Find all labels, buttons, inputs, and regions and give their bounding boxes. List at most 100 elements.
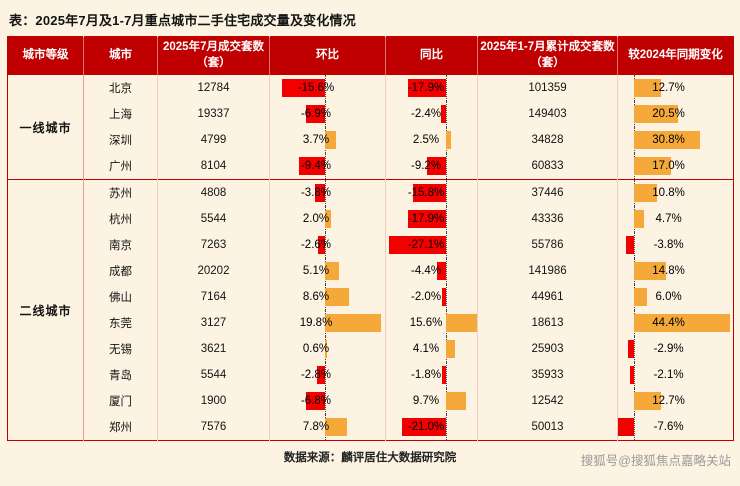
- zero-baseline: [446, 206, 448, 232]
- yoy-bar-cell: -9.2%: [385, 153, 478, 180]
- yoy-bar-cell: 9.7%: [385, 388, 478, 414]
- mom-bar-cell: 5.1%: [269, 258, 386, 284]
- bar-value-label: 2.0%: [302, 213, 330, 225]
- negative-bar: [442, 366, 447, 384]
- bar-value-label: -17.9%: [407, 213, 445, 225]
- city-label: 广州: [83, 153, 158, 180]
- positive-bar: [446, 314, 477, 332]
- mom-bar-cell: -6.9%: [269, 101, 386, 127]
- bar-value-label: -3.8%: [300, 187, 332, 199]
- vs2024-bar-cell: 12.7%: [618, 388, 734, 414]
- positive-bar: [325, 418, 348, 436]
- bar-value-label: -6.8%: [300, 395, 332, 407]
- table-row: 厦门 1900 -6.8% 9.7% 12542 12.7%: [8, 388, 734, 414]
- bar-value-label: 12.7%: [652, 82, 685, 94]
- city-label: 成都: [83, 258, 158, 284]
- mom-bar-cell: 2.0%: [269, 206, 386, 232]
- zero-baseline: [325, 362, 327, 388]
- bar-value-label: -15.8%: [407, 187, 445, 199]
- bar-value-label: -2.8%: [300, 369, 332, 381]
- zero-baseline: [634, 336, 636, 362]
- bar-value-label: -2.1%: [653, 369, 684, 381]
- bar-value-label: -2.4%: [411, 108, 442, 120]
- header-vs-2024: 较2024年同期变化: [617, 36, 734, 75]
- table-row: 深圳 4799 3.7% 2.5% 34828 30.8%: [8, 127, 734, 153]
- cum-sales-value: 55786: [477, 232, 618, 258]
- table-row: 南京 7263 -2.6% -27.1% 55786 -3.8%: [8, 232, 734, 258]
- negative-bar: [408, 210, 447, 228]
- city-label: 苏州: [83, 179, 158, 206]
- table-row: 成都 20202 5.1% -4.4% 141986 14.8%: [8, 258, 734, 284]
- cum-sales-value: 37446: [477, 179, 618, 206]
- positive-bar: [634, 210, 645, 228]
- bar-value-label: 9.7%: [412, 395, 440, 407]
- cum-sales-value: 35933: [477, 362, 618, 388]
- vs2024-bar-cell: 30.8%: [618, 127, 734, 153]
- vs2024-bar-cell: 4.7%: [618, 206, 734, 232]
- header-city-tier: 城市等级: [7, 36, 84, 75]
- mom-bar-cell: 19.8%: [269, 310, 386, 336]
- cum-sales-value: 141986: [477, 258, 618, 284]
- bar-value-label: 8.6%: [302, 291, 330, 303]
- jul-sales-value: 3127: [157, 310, 270, 336]
- table-row: 一线城市 北京 12784 -15.6% -17.9% 101359 12.7%: [7, 75, 734, 180]
- mom-bar-cell: 3.7%: [269, 127, 386, 153]
- bar-value-label: 19.8%: [299, 317, 333, 329]
- negative-bar: [441, 105, 447, 123]
- negative-bar: [627, 340, 635, 358]
- negative-bar: [625, 236, 635, 254]
- header-cum-sales: 2025年1-7月累计成交套数（套）: [477, 36, 618, 75]
- table-body: 一线城市 北京 12784 -15.6% -17.9% 101359 12.7% 上海 1933…: [7, 75, 734, 441]
- city-label: 杭州: [83, 206, 158, 232]
- watermark: 搜狐号@搜狐焦点嘉略关站: [580, 454, 731, 468]
- yoy-bar-cell: -2.4%: [385, 101, 478, 127]
- city-label: 佛山: [83, 284, 158, 310]
- bar-value-label: 17.0%: [652, 160, 685, 172]
- jul-sales-value: 4799: [157, 127, 270, 153]
- positive-bar: [634, 288, 647, 306]
- table-row: 二线城市 苏州 4808 -3.8% -15.8% 37446 10.8%: [7, 179, 734, 441]
- cum-sales-value: 34828: [477, 127, 618, 153]
- bar-value-label: 0.6%: [302, 343, 330, 355]
- zero-baseline: [634, 414, 636, 440]
- zero-baseline: [325, 232, 327, 258]
- bar-value-label: 20.5%: [652, 108, 685, 120]
- jul-sales-value: 4808: [157, 179, 270, 206]
- yoy-bar-cell: -17.9%: [385, 206, 478, 232]
- positive-bar: [634, 157, 671, 175]
- positive-bar: [325, 340, 327, 358]
- header-mom: 环比: [269, 36, 386, 75]
- bar-value-label: 14.8%: [652, 265, 685, 277]
- negative-bar: [314, 184, 326, 202]
- yoy-bar-cell: -17.9%: [385, 75, 478, 101]
- positive-bar: [634, 262, 666, 280]
- bar-value-label: 6.0%: [655, 291, 682, 303]
- zero-baseline: [446, 75, 448, 101]
- jul-sales-value: 7164: [157, 284, 270, 310]
- negative-bar: [436, 262, 447, 280]
- cum-sales-value: 12542: [477, 388, 618, 414]
- positive-bar: [634, 314, 730, 332]
- vs2024-bar-cell: 12.7%: [618, 75, 734, 101]
- negative-bar: [441, 288, 447, 306]
- zero-baseline: [325, 180, 327, 206]
- zero-baseline: [325, 75, 327, 101]
- positive-bar: [325, 262, 340, 280]
- mom-bar-cell: 7.8%: [269, 414, 386, 441]
- cum-sales-value: 25903: [477, 336, 618, 362]
- zero-baseline: [325, 101, 327, 127]
- bar-value-label: 3.7%: [302, 134, 330, 146]
- jul-sales-value: 3621: [157, 336, 270, 362]
- yoy-bar-cell: 4.1%: [385, 336, 478, 362]
- negative-bar: [281, 79, 326, 97]
- mom-bar-cell: -15.6%: [269, 75, 386, 101]
- positive-bar: [325, 314, 381, 332]
- jul-sales-value: 12784: [157, 75, 270, 101]
- yoy-bar-cell: -2.0%: [385, 284, 478, 310]
- table-row: 杭州 5544 2.0% -17.9% 43336 4.7%: [8, 206, 734, 232]
- yoy-bar-cell: -1.8%: [385, 362, 478, 388]
- negative-bar: [317, 366, 326, 384]
- bar-value-label: -9.4%: [300, 160, 332, 172]
- bar-value-label: 5.1%: [302, 265, 330, 277]
